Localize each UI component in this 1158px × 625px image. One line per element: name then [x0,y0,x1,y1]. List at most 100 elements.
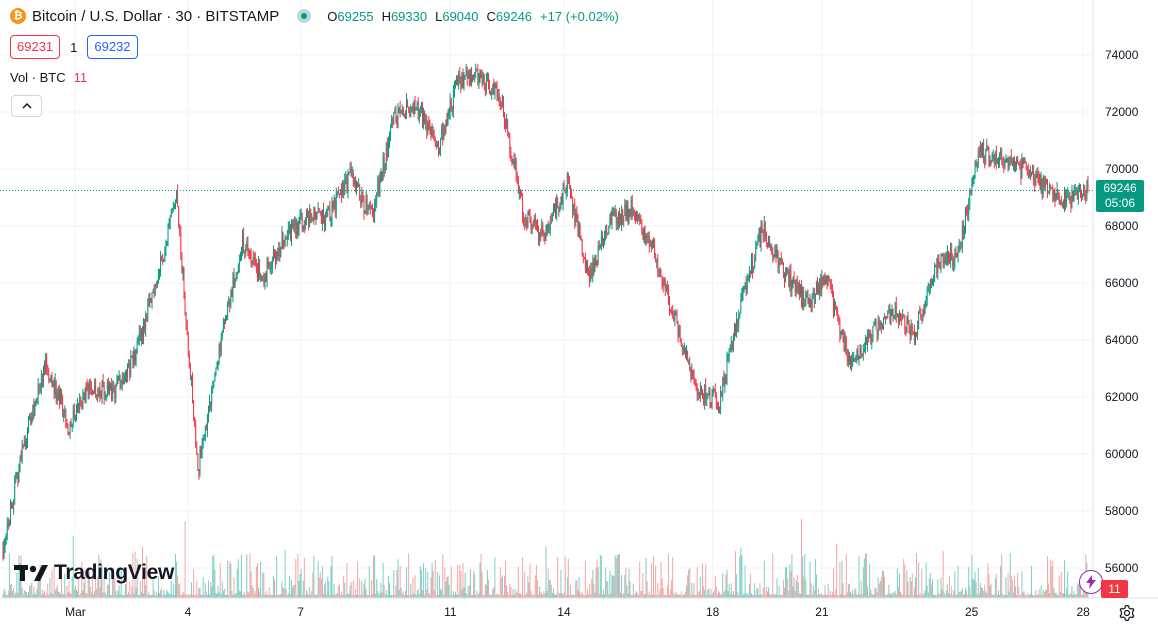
tradingview-logo[interactable]: TradingView [14,561,174,585]
candle-body [744,283,746,289]
price-axis[interactable]: 5600058000600006200064000660006800070000… [1105,48,1139,575]
volume-bar [517,566,519,598]
candle-body [723,377,725,386]
volume-bar [613,575,615,598]
candle-body [406,100,407,115]
candle-body [514,160,516,168]
candle-body [648,236,650,247]
candle-body [332,202,334,208]
candle-body [146,313,148,322]
volume-bar [1062,593,1064,598]
volume-bar [670,589,672,598]
volume-bar [858,556,860,598]
collapse-legend-button[interactable] [11,95,42,117]
candle-body [129,363,131,375]
candle-body [273,250,274,258]
chart-grid [0,0,1094,598]
volume-bar [508,594,510,598]
chevron-up-icon [21,102,32,109]
candle-body [156,280,158,285]
candle-body [26,441,27,448]
volume-bar [435,594,437,598]
candle-body [71,423,73,427]
volume-bar [479,562,481,598]
candle-body [381,172,383,181]
volume-bar [93,594,94,598]
volume-bar [952,594,954,598]
buy-price-button[interactable]: 69232 [87,35,138,59]
candle-body [775,249,777,257]
candle-body [188,354,190,364]
candle-body [230,291,232,306]
volume-bar [411,594,413,598]
candle-body [934,266,936,279]
candle-body [449,99,451,113]
candle-body [889,307,891,321]
candle-body [114,389,116,399]
candle-body [714,390,716,395]
volume-bar [878,583,880,598]
candle-body [540,232,542,235]
symbol-title[interactable]: Bitcoin / U.S. Dollar · 30 · BITSTAMP [32,7,280,25]
candle-body [865,341,866,350]
volume-bar [805,579,807,598]
volume-bar [110,595,112,598]
candle-body [174,205,175,209]
gear-icon[interactable] [1118,604,1136,622]
volume-bar [48,594,50,598]
candle-body [355,177,356,189]
candle-body [855,358,857,361]
volume-bar [579,592,581,598]
candle-body [163,260,165,262]
candle-body [949,257,950,262]
candle-body [217,362,219,368]
candle-body [907,317,909,322]
candle-body [323,209,324,217]
candle-body [325,215,327,226]
volume-bar [192,594,194,598]
volume-bar [138,594,140,598]
candle-body [126,375,127,377]
volume-bar [509,583,511,598]
candle-body [28,419,29,433]
volume-bar [392,594,394,598]
volume-bar [887,593,889,598]
candle-body [497,94,499,96]
volume-bar [750,593,752,598]
candle-body [342,182,344,197]
volume-bar [317,561,319,598]
volume-bar [568,594,570,598]
volume-bar [120,567,122,598]
candle-body [21,446,23,459]
candle-body [315,215,317,219]
volume-bar [625,567,627,598]
volume-bar [34,592,36,598]
candle-body [835,303,836,310]
volume-bar [1022,592,1024,598]
volume-legend[interactable]: Vol · BTC 11 [10,70,87,85]
candle-body [170,212,172,217]
volume-bar [573,594,575,598]
time-axis[interactable]: Mar 4 7 11 14 18 21 25 28 [0,597,1158,619]
volume-bar [737,592,739,598]
sell-price-button[interactable]: 69231 [10,35,61,59]
candle-body [463,78,465,86]
candle-body [956,256,958,258]
volume-bar [1068,594,1070,598]
volume-bar [183,593,185,598]
volume-bar [168,594,170,598]
candle-body [507,119,509,135]
lightning-button[interactable] [1079,570,1103,594]
volume-bar [447,575,449,598]
candle-body [665,285,667,291]
volume-bar [558,592,560,598]
candle-body [475,69,477,73]
candle-body [493,84,495,94]
volume-bar [429,594,431,598]
symbol-legend[interactable]: ₿ Bitcoin / U.S. Dollar · 30 · BITSTAMP … [10,6,619,26]
candle-body [27,432,28,442]
candle-body [214,374,216,382]
volume-bar [1028,594,1030,598]
volume-bar [421,590,423,598]
